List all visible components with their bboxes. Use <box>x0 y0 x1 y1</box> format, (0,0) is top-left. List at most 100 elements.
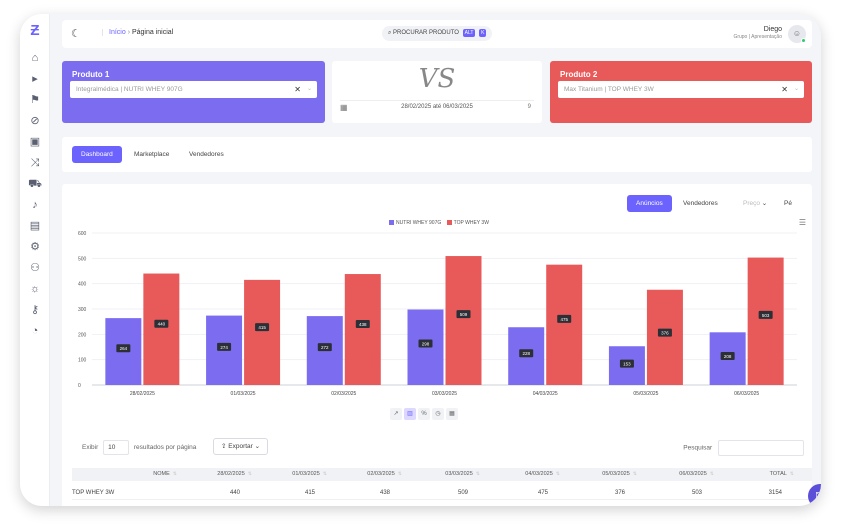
calendar-icon[interactable]: ▣ <box>29 136 41 148</box>
theme-toggle-icon[interactable]: ☾ <box>71 28 81 40</box>
y-tick-label: 400 <box>78 282 87 288</box>
table-cell: 509 <box>457 490 468 496</box>
line-chart-icon[interactable]: ↗ <box>390 408 402 420</box>
sort-icon[interactable]: ⇅ <box>475 471 480 477</box>
sort-icon[interactable]: ⇅ <box>632 471 637 477</box>
comparison-card: VS ▦ 28/02/2025 até 06/03/2025 9 <box>332 61 542 123</box>
bar-series-2 <box>546 264 583 385</box>
page-size-select[interactable]: 10 <box>103 440 130 455</box>
bar-chart: 0 100 200 300 400 500 600 264 440 28/02/2025 274 41… <box>78 231 797 397</box>
chart-card: Anúncios Vendedores Preço ⌄ Pé NUTRI WHE… <box>62 184 812 506</box>
data-label: 438 <box>359 322 367 327</box>
per-page-label: resultados por página <box>133 444 197 451</box>
bar-chart-icon[interactable]: ▥ <box>404 408 416 420</box>
data-label: 298 <box>422 341 430 346</box>
cart-icon[interactable]: ⛟ <box>28 178 42 190</box>
column-header[interactable]: 06/03/2025 ⇅ <box>679 468 714 481</box>
percent-icon[interactable]: % <box>418 408 430 420</box>
column-header[interactable]: 04/03/2025 ⇅ <box>525 468 560 481</box>
product-search-button[interactable]: ⌕ PROCURAR PRODUTO ALT K <box>382 26 493 41</box>
export-button[interactable]: ⇪ Exportar ⌄ <box>213 438 269 455</box>
vs-label: VS <box>418 64 456 94</box>
table-icon[interactable]: ▦ <box>446 408 458 420</box>
clear-product-1-icon[interactable]: ✕ <box>294 85 301 94</box>
tab-marketplace[interactable]: Marketplace <box>134 151 170 158</box>
sort-icon[interactable]: ⇅ <box>172 471 177 477</box>
chart-menu-icon[interactable]: ☰ <box>798 218 806 227</box>
product-1-value: Integralmédica | NUTRI WHEY 907G <box>76 86 183 93</box>
lightbulb-icon[interactable]: ☼ <box>29 283 41 295</box>
x-tick-label: 03/03/2025 <box>432 391 457 397</box>
app-logo-icon[interactable]: Ƶ <box>30 22 40 39</box>
sort-icon[interactable]: ⇅ <box>555 471 560 477</box>
pie-chart-icon[interactable]: ◔ <box>31 325 39 337</box>
sort-icon[interactable]: ⇅ <box>709 471 714 477</box>
view-preco-dropdown[interactable]: Preço ⌄ <box>734 195 776 212</box>
show-label: Exibir <box>82 444 99 451</box>
export-label: Exportar <box>228 443 253 450</box>
column-header[interactable]: 28/02/2025 ⇅ <box>217 468 252 481</box>
data-label-bg <box>116 344 131 353</box>
x-tick-label: 05/03/2025 <box>633 391 658 397</box>
search-icon: ⌕ <box>388 30 394 36</box>
view-pe-button[interactable]: Pé <box>784 200 792 207</box>
column-header[interactable]: NOME ⇅ <box>153 468 177 481</box>
users-icon[interactable]: ⚇ <box>30 262 40 274</box>
chevron-down-icon[interactable]: ⌄ <box>306 86 312 92</box>
view-anuncios-button[interactable]: Anúncios <box>627 195 672 212</box>
user-group: Grupo | Apresentação <box>733 34 782 40</box>
flag-icon[interactable]: ⚑ <box>30 94 40 106</box>
table-cell: 440 <box>229 490 240 496</box>
tag-off-icon[interactable]: ⊘ <box>30 115 40 127</box>
column-header[interactable]: 03/03/2025 ⇅ <box>445 468 480 481</box>
table-header: NOME ⇅ 28/02/2025 ⇅ 01/03/2025 ⇅ 02/03/2025 ⇅ 03… <box>72 468 812 481</box>
clear-product-2-icon[interactable]: ✕ <box>781 85 788 94</box>
sort-icon[interactable]: ⇅ <box>789 471 794 477</box>
document-icon[interactable]: ▤ <box>29 220 41 232</box>
home-icon[interactable]: ⌂ <box>31 52 39 64</box>
table-search-input[interactable] <box>718 440 804 456</box>
x-tick-label: 06/03/2025 <box>734 391 759 397</box>
tab-dashboard[interactable]: Dashboard <box>72 146 122 163</box>
bar-series-2 <box>344 274 381 385</box>
product-1-select[interactable]: Integralmédica | NUTRI WHEY 907G ✕ ⌄ <box>70 81 317 98</box>
column-header[interactable]: 05/03/2025 ⇅ <box>602 468 637 481</box>
data-label-bg <box>720 352 735 361</box>
legend-label-series-2[interactable]: TOP WHEY 3W <box>453 220 489 226</box>
clock-icon[interactable]: ◷ <box>432 408 444 420</box>
y-tick-label: 600 <box>78 231 87 237</box>
play-icon[interactable]: ▸ <box>32 73 38 85</box>
bell-icon[interactable]: ♪ <box>32 199 38 211</box>
online-status-icon <box>801 38 806 43</box>
column-header[interactable]: 02/03/2025 ⇅ <box>367 468 402 481</box>
sort-icon[interactable]: ⇅ <box>322 471 327 477</box>
shuffle-icon[interactable]: ⤨ <box>30 157 40 169</box>
chat-icon[interactable]: ✉ <box>808 484 821 506</box>
key-icon[interactable]: ⚷ <box>30 304 40 316</box>
column-header[interactable]: 01/03/2025 ⇅ <box>292 468 327 481</box>
breadcrumb-separator-icon: › <box>127 29 132 36</box>
user-info[interactable]: Diego Grupo | Apresentação <box>733 26 782 40</box>
x-tick-label: 28/02/2025 <box>130 391 155 397</box>
column-header[interactable]: TOTAL ⇅ <box>770 468 794 481</box>
tab-vendedores[interactable]: Vendedores <box>189 151 224 158</box>
y-tick-label: 200 <box>78 332 87 338</box>
date-range-picker[interactable]: ▦ 28/02/2025 até 06/03/2025 9 <box>340 100 534 113</box>
shortcut-key-k: K <box>479 29 487 37</box>
y-tick-label: 500 <box>78 256 87 262</box>
shortcut-key-alt: ALT <box>462 29 476 37</box>
bar-series-2 <box>747 257 784 385</box>
tab-bar: Dashboard Marketplace Vendedores <box>62 137 812 172</box>
sort-icon[interactable]: ⇅ <box>247 471 252 477</box>
data-label-bg <box>418 339 433 348</box>
column-header-label: 04/03/2025 <box>525 471 553 477</box>
breadcrumb-home[interactable]: Início <box>109 29 126 36</box>
breadcrumb-current: Página inicial <box>131 29 174 36</box>
legend-label-series-1[interactable]: NUTRI WHEY 907G <box>396 220 442 226</box>
legend-swatch-series-2 <box>446 220 452 225</box>
view-vendedores-button[interactable]: Vendedores <box>683 200 718 207</box>
sort-icon[interactable]: ⇅ <box>397 471 402 477</box>
settings-icon[interactable]: ⚙ <box>30 241 40 253</box>
product-2-select[interactable]: Max Titanium | TOP WHEY 3W ✕ ⌄ <box>558 81 804 98</box>
chevron-down-icon[interactable]: ⌄ <box>793 86 799 92</box>
